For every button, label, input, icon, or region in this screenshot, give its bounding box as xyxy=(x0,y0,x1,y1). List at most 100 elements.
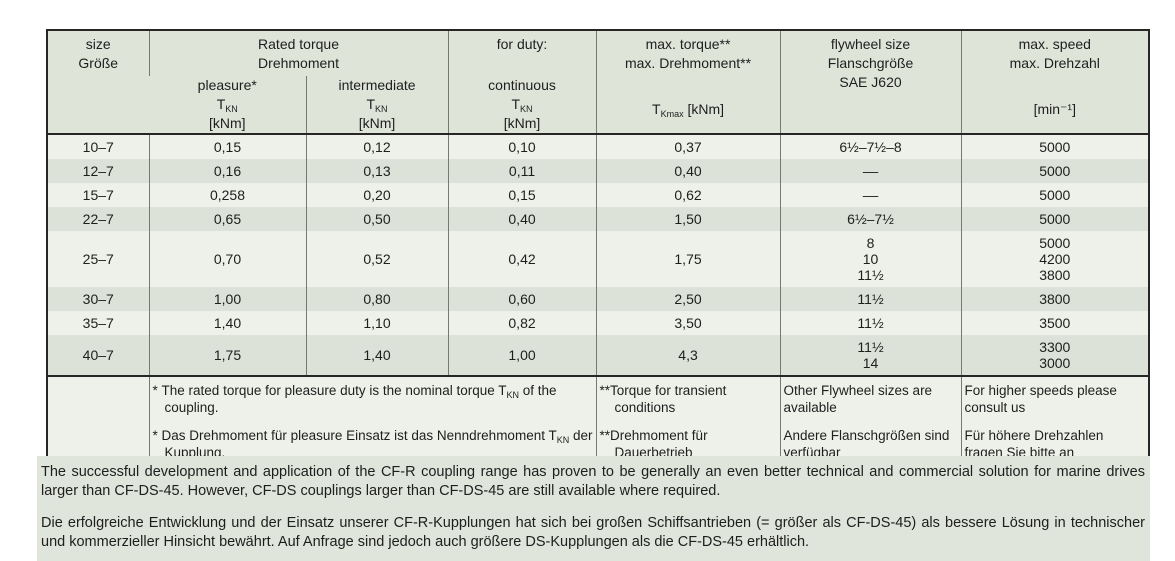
cell-max-torque: 0,40 xyxy=(595,159,781,183)
cell-flywheel: 11½ xyxy=(779,287,962,311)
table-row: 35–7 1,40 1,10 0,82 3,50 11½ 3500 xyxy=(47,311,1150,335)
header-row-2: pleasure* TKN [kNm] intermediate TKN [kN… xyxy=(47,76,1149,134)
footnote-row: * The rated torque for pleasure duty is … xyxy=(47,375,1150,479)
header-row-1: size Größe Rated torque Drehmoment for d… xyxy=(47,30,1150,134)
coupling-spec-table: size Größe Rated torque Drehmoment for d… xyxy=(46,29,1151,480)
cell-continuous: 0,42 xyxy=(447,231,597,287)
header-continuous-symbol: TKN xyxy=(449,95,596,114)
cell-size: 30–7 xyxy=(47,287,149,311)
footnote-text: Torque for transient conditions xyxy=(610,383,727,415)
cell-max-torque: 1,50 xyxy=(595,207,781,231)
cell-pleasure: 0,16 xyxy=(148,159,306,183)
cell-pleasure: 1,75 xyxy=(148,335,306,376)
header-continuous-unit: [kNm] xyxy=(503,115,541,131)
footnote-text: Das Drehmoment für pleasure Einsatz ist … xyxy=(161,428,557,443)
cell-flywheel: 11½ 14 xyxy=(779,335,962,376)
cell-continuous: 0,15 xyxy=(447,183,597,207)
cell-intermediate: 0,20 xyxy=(305,183,449,207)
header-max-torque-de: max. Drehmoment** xyxy=(624,55,752,71)
header-flywheel-en: flywheel size xyxy=(830,36,911,52)
cell-max-torque: 0,62 xyxy=(595,183,781,207)
header-rated-de: Drehmoment xyxy=(258,55,339,71)
cell-intermediate: 0,80 xyxy=(305,287,449,311)
table-row: 22–7 0,65 0,50 0,40 1,50 6½–7½ 5000 xyxy=(47,207,1150,231)
cell-size: 25–7 xyxy=(47,231,149,287)
footnote-marker: ** xyxy=(599,428,611,443)
note-paragraph-de: Die erfolgreiche Entwicklung und der Ein… xyxy=(41,515,1145,550)
cell-flywheel: 6½–7½–8 xyxy=(779,133,962,159)
header-intermediate-symbol: TKN xyxy=(307,95,448,114)
header-duty-label: for duty: xyxy=(496,36,548,52)
cell-intermediate: 1,10 xyxy=(305,311,449,335)
cell-max-torque: 1,75 xyxy=(595,231,781,287)
cell-intermediate: 0,13 xyxy=(305,159,449,183)
symbol-base: T xyxy=(511,96,521,112)
header-continuous: continuous TKN [kNm] xyxy=(447,76,597,134)
cell-intermediate: 1,40 xyxy=(305,335,449,376)
cell-max-torque: 4,3 xyxy=(595,335,781,376)
table-row: 15–7 0,258 0,20 0,15 0,62 –– 5000 xyxy=(47,183,1150,207)
header-intermediate-label: intermediate xyxy=(338,77,416,93)
cell-size: 22–7 xyxy=(47,207,149,231)
header-flywheel-de: Flanschgröße xyxy=(827,55,914,71)
header-continuous-label: continuous xyxy=(488,77,556,93)
footnote-speed-en: For higher speeds please consult us xyxy=(964,383,1117,415)
footnote-torque-en: * The rated torque for pleasure duty is … xyxy=(153,382,593,416)
symbol-sub: Kmax xyxy=(660,109,684,119)
cell-flywheel: 8 10 11½ xyxy=(779,231,962,287)
symbol-sub: KN xyxy=(520,104,533,114)
header-rated-lines: Rated torque Drehmoment xyxy=(150,31,448,73)
header-max-torque-en: max. torque** xyxy=(645,36,731,52)
footnote-marker: * xyxy=(152,428,158,443)
cell-pleasure: 0,258 xyxy=(148,183,306,207)
cell-speed: 5000 xyxy=(960,183,1150,207)
cell-size: 40–7 xyxy=(47,335,149,376)
footnote-max-torque-en: **Torque for transient conditions xyxy=(600,382,777,416)
note-paragraph-en: The successful development and applicati… xyxy=(41,464,1145,499)
header-pleasure-unit: [kNm] xyxy=(208,115,246,131)
cell-flywheel: –– xyxy=(779,183,962,207)
cell-continuous: 0,82 xyxy=(447,311,597,335)
cell-speed: 5000 xyxy=(960,133,1150,159)
bottom-note-block: The successful development and applicati… xyxy=(37,456,1150,561)
cell-continuous: 1,00 xyxy=(447,335,597,376)
cell-flywheel: 6½–7½ xyxy=(779,207,962,231)
footnote-flywheel-en: Other Flywheel sizes are available xyxy=(783,383,933,415)
header-pleasure: pleasure* TKN [kNm] xyxy=(149,76,306,134)
cell-intermediate: 0,52 xyxy=(305,231,449,287)
header-max-speed-lines: max. speed max. Drehzahl [min⁻¹] xyxy=(962,31,1149,131)
symbol-sub: KN xyxy=(375,104,388,114)
table-row: 12–7 0,16 0,13 0,11 0,40 –– 5000 xyxy=(47,159,1150,183)
cell-flywheel: 11½ xyxy=(779,311,962,335)
cell-continuous: 0,11 xyxy=(447,159,597,183)
header-max-torque-symbol: TKmax [kNm] xyxy=(597,100,780,119)
header-pleasure-symbol: TKN xyxy=(149,95,306,114)
symbol-base: T xyxy=(652,101,661,117)
table-row: 30–7 1,00 0,80 0,60 2,50 11½ 3800 xyxy=(47,287,1150,311)
header-max-speed-en: max. speed xyxy=(1018,36,1091,52)
cell-speed: 3500 xyxy=(960,311,1150,335)
cell-pleasure: 1,00 xyxy=(148,287,306,311)
cell-speed: 5000 xyxy=(960,159,1150,183)
symbol-base: T xyxy=(216,96,226,112)
cell-pleasure: 0,15 xyxy=(148,133,306,159)
table-body: 10–7 0,15 0,12 0,10 0,37 6½–7½–8 5000 12… xyxy=(47,133,1150,479)
symbol-sub: KN xyxy=(556,435,570,445)
header-size: size Größe xyxy=(47,30,149,134)
cell-continuous: 0,60 xyxy=(447,287,597,311)
table-row: 25–7 0,70 0,52 0,42 1,75 8 10 11½ 5000 4… xyxy=(47,231,1150,287)
symbol-sub: KN xyxy=(506,390,519,400)
footnote-text: The rated torque for pleasure duty is th… xyxy=(161,383,507,398)
header-flywheel-lines: flywheel size Flanschgröße SAE J620 xyxy=(781,31,961,92)
cell-pleasure: 0,65 xyxy=(148,207,306,231)
symbol-base: T xyxy=(366,96,376,112)
cell-pleasure: 0,70 xyxy=(148,231,306,287)
header-max-speed-unit: [min⁻¹] xyxy=(1033,101,1076,117)
cell-size: 15–7 xyxy=(47,183,149,207)
header-size-de: Größe xyxy=(78,55,119,71)
symbol-sub: KN xyxy=(225,104,238,114)
header-intermediate-unit: [kNm] xyxy=(358,115,396,131)
header-rated-en: Rated torque xyxy=(258,36,339,52)
header-rated-torque: Rated torque Drehmoment xyxy=(148,30,449,76)
header-intermediate: intermediate TKN [kNm] xyxy=(305,76,449,134)
